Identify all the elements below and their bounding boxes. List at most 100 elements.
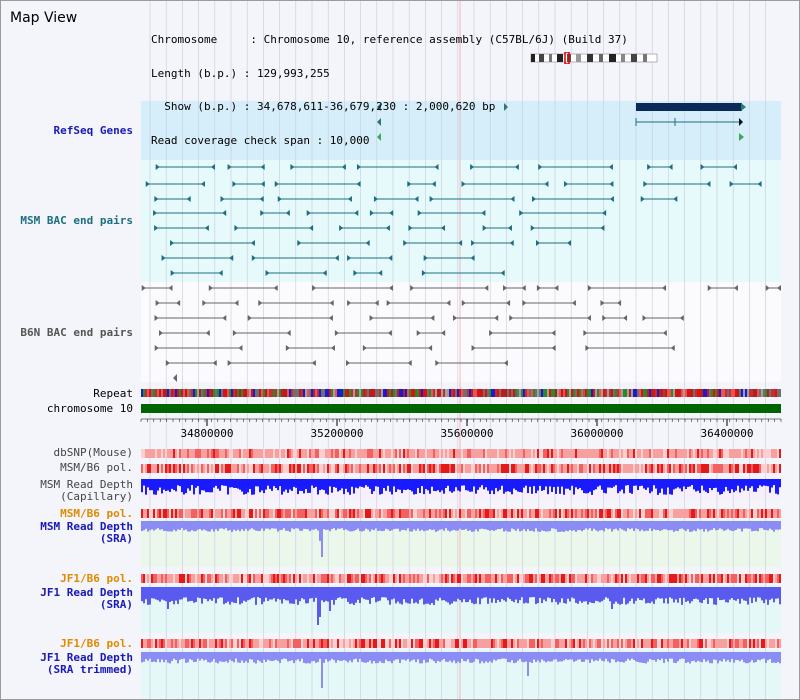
refseq-track-label[interactable]: RefSeq Genes xyxy=(53,124,133,137)
polymorphism-cell xyxy=(469,574,471,583)
repeat-segment xyxy=(515,389,517,397)
bac-end-marker xyxy=(285,210,290,216)
depth-bar xyxy=(399,521,401,532)
polymorphism-cell xyxy=(605,639,607,648)
repeat-segment xyxy=(409,389,411,397)
depth-bar xyxy=(245,521,247,529)
polymorphism-cell xyxy=(487,464,489,473)
repeat-segment xyxy=(461,389,463,397)
depth-bar xyxy=(733,521,735,531)
repeat-segment xyxy=(683,389,685,397)
depth-bar xyxy=(573,587,575,599)
depth-bar xyxy=(725,479,727,487)
repeat-segment xyxy=(647,389,649,397)
polymorphism-cell xyxy=(601,574,603,583)
polymorphism-cell xyxy=(641,509,643,518)
polymorphism-cell xyxy=(639,639,641,648)
polymorphism-cell xyxy=(487,509,489,518)
depth-bar xyxy=(423,652,425,660)
polymorphism-cell xyxy=(559,449,561,458)
polymorphism-cell xyxy=(155,464,157,473)
polymorphism-cell xyxy=(365,639,367,648)
polymorphism-cell xyxy=(499,449,501,458)
polymorphism-cell xyxy=(573,574,575,583)
chromosome-ideogram[interactable] xyxy=(529,52,659,64)
polymorphism-cell xyxy=(369,449,371,458)
depth-bar xyxy=(621,652,623,662)
polymorphism-cell xyxy=(585,464,587,473)
polymorphism-cell xyxy=(333,574,335,583)
polymorphism-cell xyxy=(373,464,375,473)
polymorphism-cell xyxy=(197,449,199,458)
polymorphism-cell xyxy=(171,574,173,583)
depth-bar xyxy=(205,587,207,599)
repeat-segment xyxy=(167,389,169,397)
bac-end-marker xyxy=(564,181,569,187)
depth-bar xyxy=(357,479,359,489)
polymorphism-cell xyxy=(685,509,687,518)
polymorphism-cell xyxy=(609,639,611,648)
depth-bar xyxy=(203,479,205,491)
depth-bar xyxy=(723,587,725,600)
polymorphism-cell xyxy=(677,574,679,583)
polymorphism-cell xyxy=(563,464,565,473)
b6n-bac-track-label[interactable]: B6N BAC end pairs xyxy=(20,326,133,339)
depth-bar xyxy=(741,652,743,660)
depth-bar xyxy=(377,587,379,602)
polymorphism-cell xyxy=(313,574,315,583)
msm-bac-track-label[interactable]: MSM BAC end pairs xyxy=(20,214,133,227)
polymorphism-cell xyxy=(507,639,509,648)
bac-end-marker xyxy=(247,315,252,321)
depth-bar xyxy=(485,479,487,488)
polymorphism-cell xyxy=(353,449,355,458)
depth-bar xyxy=(271,652,273,662)
polymorphism-cell xyxy=(341,574,343,583)
polymorphism-cell xyxy=(449,574,451,583)
depth-bar xyxy=(499,587,501,602)
repeat-segment xyxy=(779,389,781,397)
depth-bar xyxy=(579,652,581,660)
polymorphism-cell xyxy=(659,509,661,518)
polymorphism-cell xyxy=(713,449,715,458)
depth-bar xyxy=(407,652,409,659)
depth-bar xyxy=(189,521,191,532)
polymorphism-cell xyxy=(679,639,681,648)
depth-bar xyxy=(281,521,283,530)
polymorphism-cell xyxy=(683,449,685,458)
polymorphism-cell xyxy=(519,464,521,473)
polymorphism-cell xyxy=(619,574,621,583)
polymorphism-cell xyxy=(463,574,465,583)
polymorphism-cell xyxy=(287,509,289,518)
repeat-segment xyxy=(701,389,703,397)
depth-bar xyxy=(571,521,573,531)
polymorphism-cell xyxy=(317,639,319,648)
polymorphism-cell xyxy=(765,639,767,648)
polymorphism-cell xyxy=(223,509,225,518)
depth-bar xyxy=(343,587,345,599)
depth-bar xyxy=(521,587,523,598)
depth-bar xyxy=(587,479,589,494)
depth-bar xyxy=(479,587,481,605)
depth-bar xyxy=(259,479,261,493)
depth-bar xyxy=(641,652,643,663)
polymorphism-cell xyxy=(503,509,505,518)
depth-bar xyxy=(359,587,361,604)
repeat-segment xyxy=(747,389,749,397)
depth-bar xyxy=(603,521,605,532)
polymorphism-cell xyxy=(161,449,163,458)
depth-bar xyxy=(701,652,703,663)
repeat-segment xyxy=(483,389,485,397)
repeat-segment xyxy=(475,389,477,397)
depth-bar xyxy=(595,479,597,490)
polymorphism-cell xyxy=(165,509,167,518)
repeat-segment xyxy=(273,389,275,397)
polymorphism-cell xyxy=(769,464,771,473)
polymorphism-cell xyxy=(603,574,605,583)
depth-bar xyxy=(753,652,755,663)
depth-bar xyxy=(713,587,715,605)
depth-bar xyxy=(567,521,569,532)
depth-bar xyxy=(597,587,599,602)
depth-bar xyxy=(205,521,207,531)
polymorphism-cell xyxy=(225,449,227,458)
depth-bar xyxy=(297,521,299,529)
